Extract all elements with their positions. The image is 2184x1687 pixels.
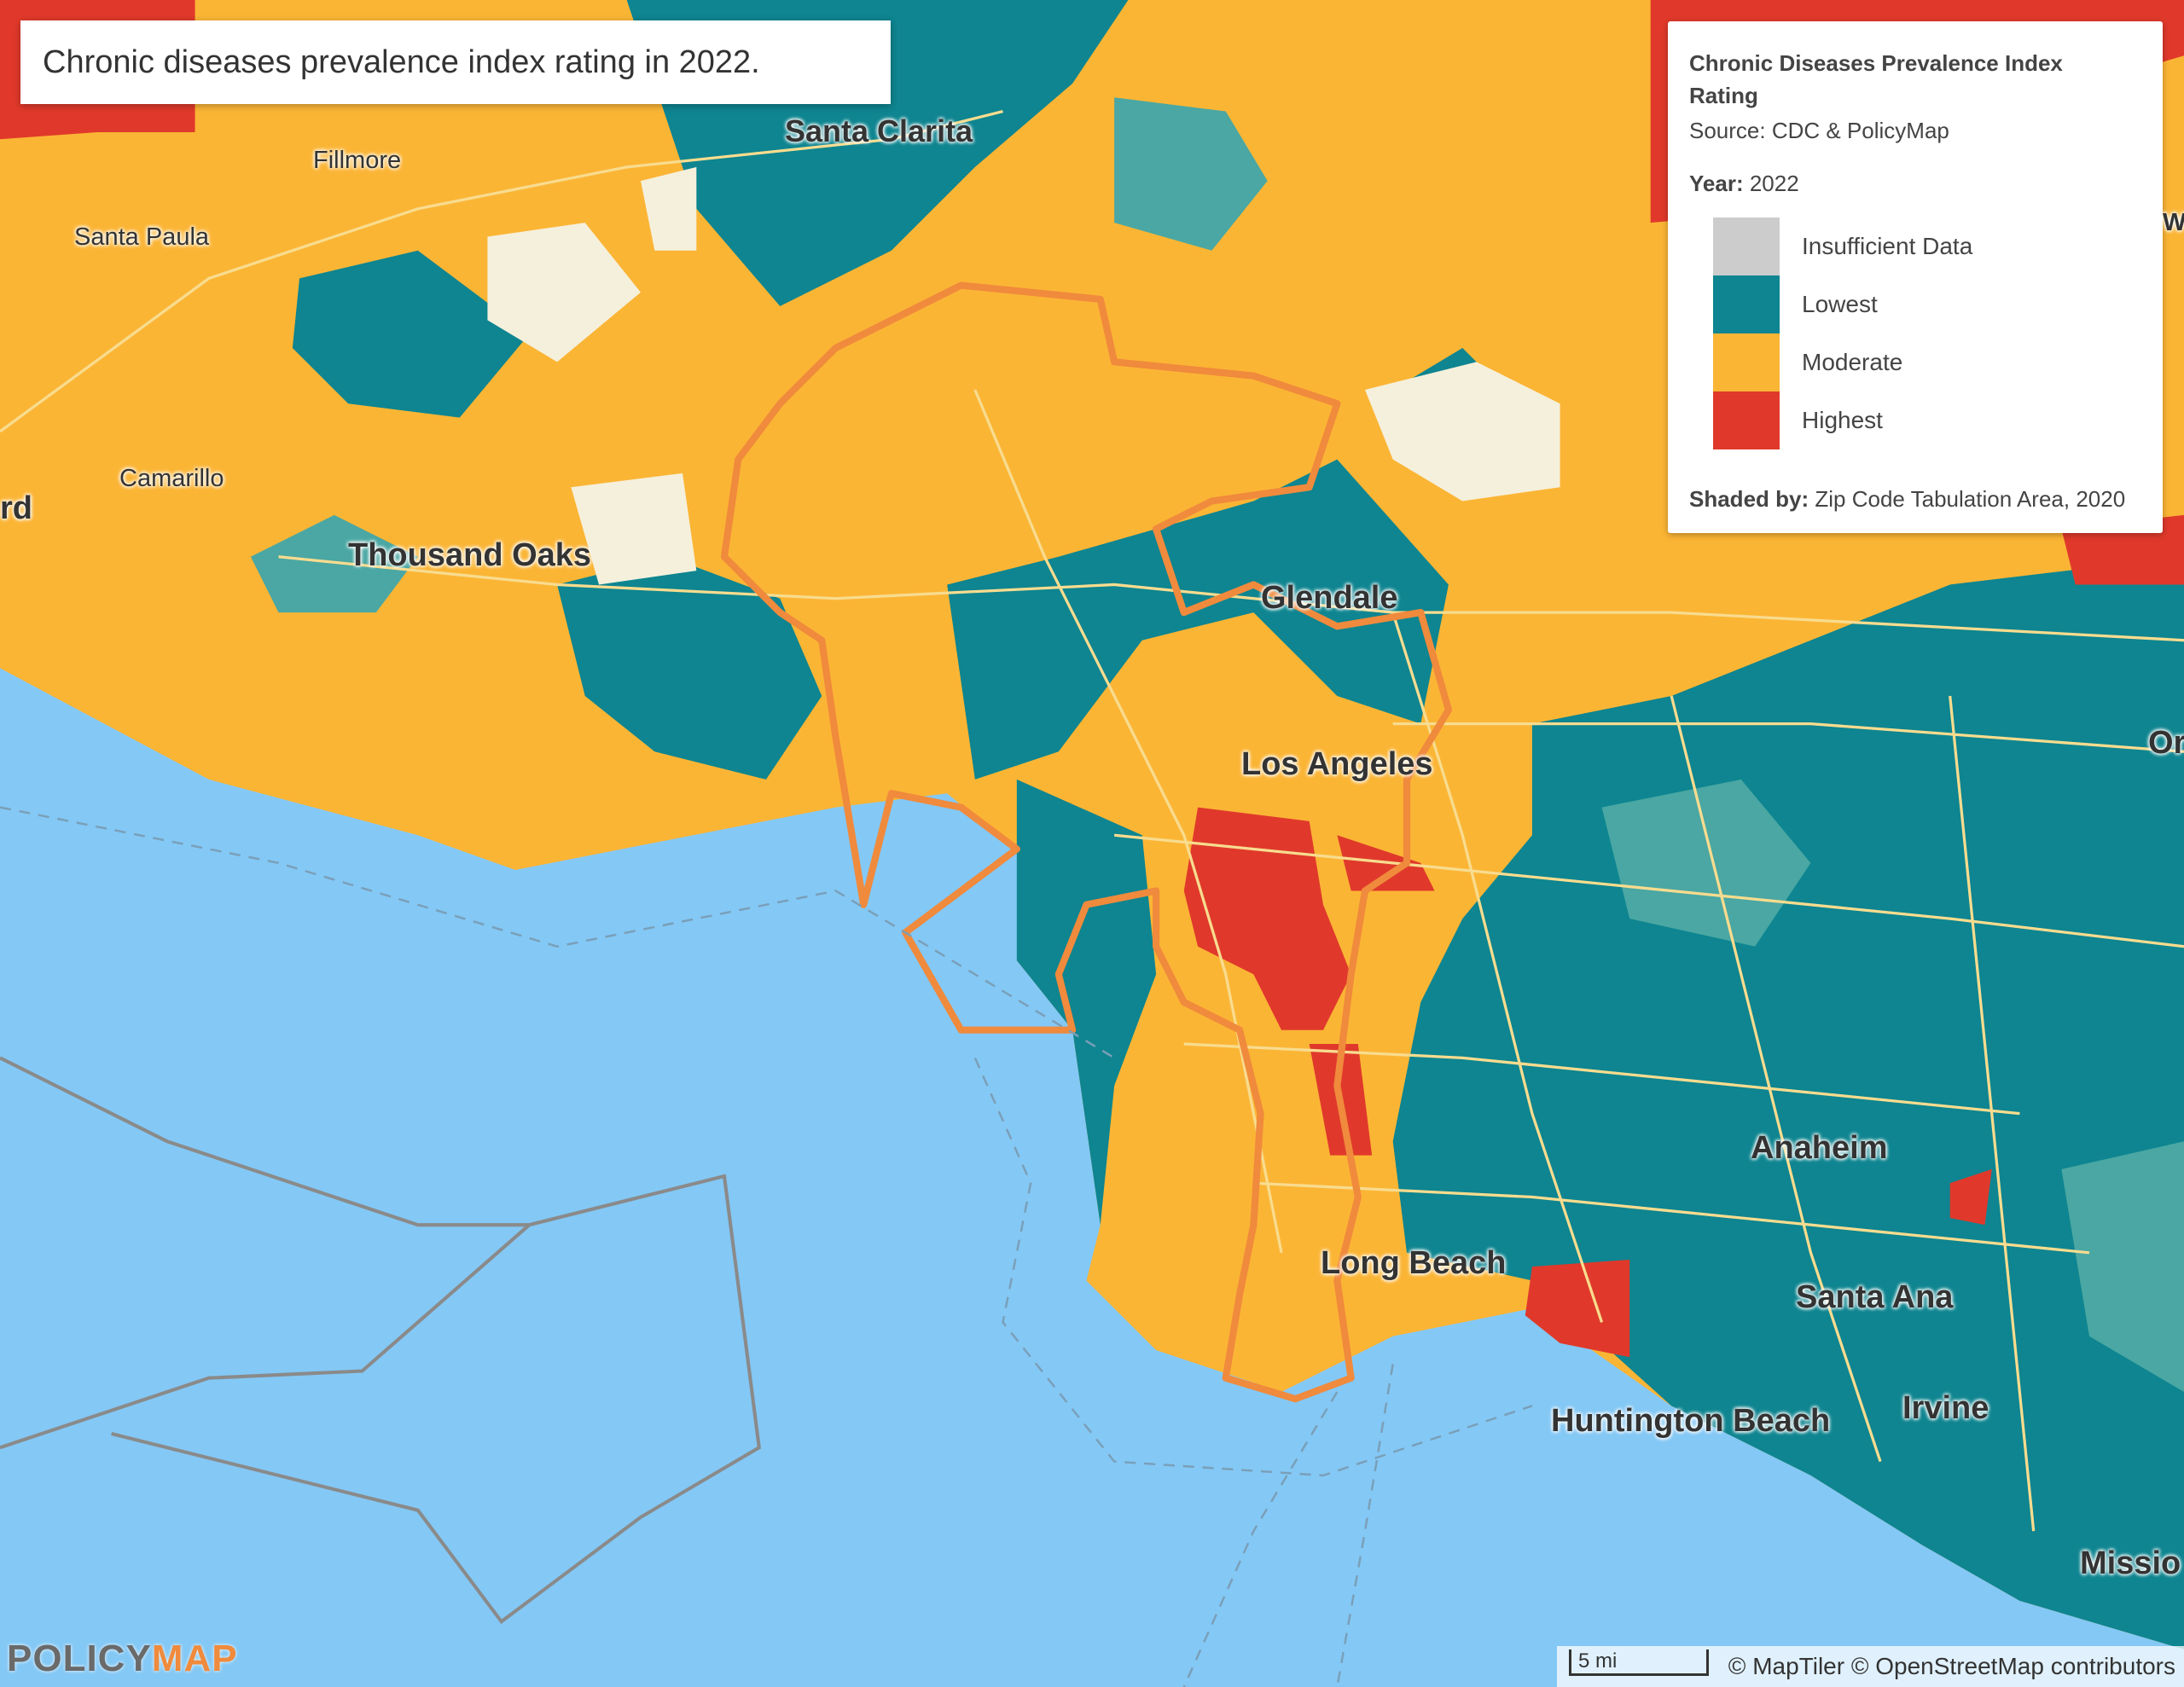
place: Wi (2163, 209, 2184, 236)
place: Los Angeles (1241, 746, 1433, 782)
legend-label: Lowest (1802, 291, 1878, 317)
title: Chronic diseases prevalence index rating… (43, 44, 760, 80)
place: Santa Clarita (785, 113, 973, 148)
place: Irvine (1902, 1390, 1989, 1426)
legend-swatch (1713, 275, 1780, 333)
legend-label: Insufficient Data (1802, 233, 1973, 259)
shipping-lanes (0, 806, 1533, 1687)
attribution: © MapTiler © OpenStreetMap contributors (1728, 1653, 2175, 1679)
footer-bar: 5 mi © MapTiler © OpenStreetMap contribu… (1557, 1646, 2184, 1687)
place: Anaheim (1751, 1130, 1888, 1166)
legend-swatch (1713, 391, 1780, 449)
title-box: Chronic diseases prevalence index rating… (20, 20, 891, 104)
logo: POLICYMAP (7, 1638, 238, 1680)
place: rd (0, 490, 32, 526)
legend-swatch (1713, 217, 1780, 275)
place: Fillmore (313, 147, 402, 174)
place: Huntington Beach (1551, 1403, 1831, 1439)
logo-b: MAP (151, 1638, 238, 1679)
year: 2022 (1749, 171, 1799, 196)
legend-label: Highest (1802, 407, 1883, 433)
shaded-by-label: Shaded by: (1689, 486, 1809, 512)
city-boundary (720, 281, 1453, 1403)
roads (0, 109, 2184, 1532)
scale-bar: 5 mi (1569, 1649, 1709, 1676)
place: Missio (2080, 1545, 2181, 1581)
legend-source: Source: CDC & PolicyMap (1689, 118, 1949, 143)
logo-a: POLICY (7, 1638, 152, 1679)
year-label: Year: (1689, 171, 1744, 196)
place: Santa Ana (1796, 1279, 1954, 1315)
place: Santa Paula (74, 223, 210, 251)
place: Camarillo (119, 465, 224, 492)
place: Thousand Oaks (348, 537, 592, 573)
place: Long Beach (1321, 1245, 1507, 1281)
cream-areas (487, 166, 1560, 585)
lower-areas (250, 97, 2184, 1393)
boundary-lines (0, 1056, 761, 1625)
shaded-by: Zip Code Tabulation Area, 2020 (1815, 486, 2126, 512)
legend-label: Moderate (1802, 349, 1903, 375)
place: Glendale (1261, 580, 1398, 616)
legend-title: Chronic Diseases Prevalence Index Rating (1689, 50, 2063, 108)
legend-swatch (1713, 333, 1780, 391)
place: Or (2148, 725, 2184, 761)
